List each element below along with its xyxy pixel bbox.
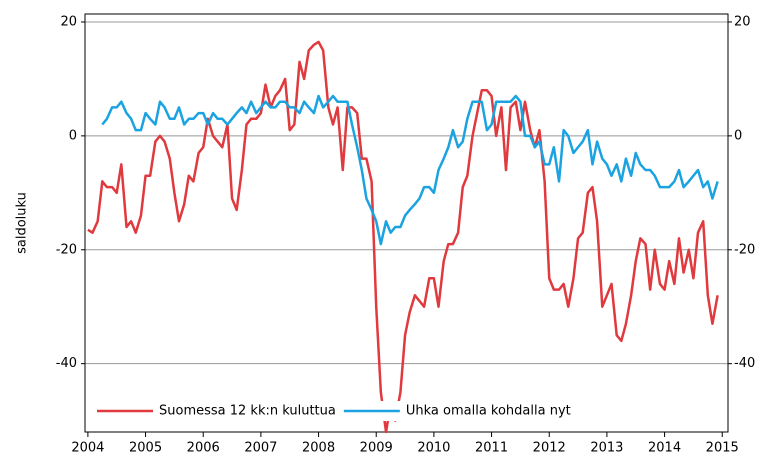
y2-tick-label: -40	[734, 356, 755, 371]
series-line	[87, 40, 719, 434]
x-tick-label: 2013	[590, 441, 623, 456]
x-tick-label: 2009	[360, 441, 393, 456]
y-tick-label: 0	[69, 128, 77, 143]
y2-tick-label: 0	[734, 128, 742, 143]
y-axis-label: saldoluku	[15, 192, 30, 254]
y2-tick-label: -20	[734, 242, 755, 257]
x-tick-label: 2008	[302, 441, 335, 456]
x-tick-label: 2006	[187, 441, 220, 456]
y-tick-label: -40	[56, 356, 77, 371]
x-tick-label: 2011	[475, 441, 508, 456]
x-tick-label: 2012	[533, 441, 566, 456]
x-tick-label: 2005	[129, 441, 162, 456]
x-tick-label: 2010	[417, 441, 450, 456]
series-line	[101, 94, 719, 246]
y-tick-label: -20	[56, 242, 77, 257]
x-tick-label: 2015	[706, 441, 739, 456]
x-tick-label: 2007	[244, 441, 277, 456]
x-tick-label: 2014	[648, 441, 681, 456]
legend-label: Suomessa 12 kk:n kuluttua	[159, 404, 336, 419]
legend-label: Uhka omalla kohdalla nyt	[406, 404, 571, 419]
y-tick-label: 20	[60, 14, 77, 29]
plot-frame	[84, 13, 729, 433]
x-tick-label: 2004	[71, 441, 104, 456]
y2-tick-label: 20	[734, 14, 751, 29]
